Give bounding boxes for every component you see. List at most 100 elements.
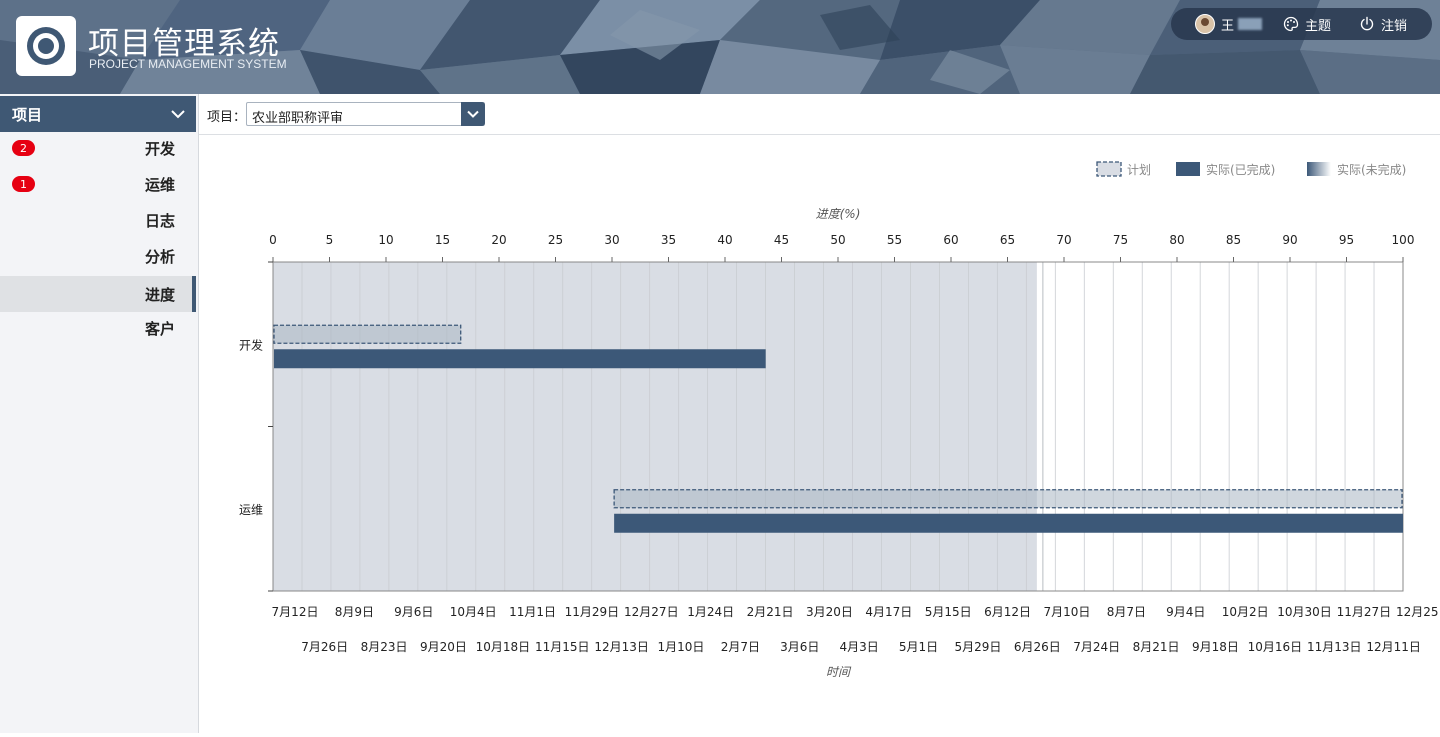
- top-axis-tick-label: 10: [378, 233, 393, 247]
- top-axis-tick-label: 35: [661, 233, 676, 247]
- top-axis-tick-label: 45: [774, 233, 789, 247]
- bottom-axis-tick-label-secondary: 3月6日: [780, 640, 819, 654]
- user-name: 王: [1221, 18, 1235, 34]
- elapsed-time-band: [273, 262, 1037, 591]
- sidebar-item-log[interactable]: 日志: [0, 202, 196, 238]
- bottom-axis-tick-label-secondary: 10月18日: [476, 640, 531, 654]
- sidebar-item-label: 进度: [144, 285, 175, 304]
- app-header: 项目管理系统 PROJECT MANAGEMENT SYSTEM 王 主题 注销: [0, 0, 1440, 94]
- toolbar: 项目： 农业部职称评审: [199, 94, 1440, 135]
- chart-legend: 计划 实际(已完成) 实际(未完成): [1096, 161, 1406, 177]
- bottom-axis-tick-label-secondary: 9月18日: [1192, 640, 1239, 654]
- sidebar-item-progress[interactable]: 进度: [0, 276, 196, 312]
- top-axis-tick-label: 25: [548, 233, 563, 247]
- target-logo-icon: [27, 27, 65, 65]
- bottom-axis-tick-label: 11月1日: [509, 605, 556, 619]
- top-axis-tick-label: 40: [717, 233, 732, 247]
- bottom-axis-tick-label-secondary: 12月11日: [1366, 640, 1421, 654]
- legend-label: 实际(未完成): [1337, 162, 1406, 177]
- sidebar-item-customers[interactable]: 客户: [0, 310, 196, 346]
- sidebar-item-analysis[interactable]: 分析: [0, 238, 196, 274]
- sidebar-item-label: 日志: [144, 211, 175, 230]
- top-axis-tick-label: 5: [326, 233, 334, 247]
- top-axis-tick-label: 60: [943, 233, 958, 247]
- bottom-axis-tick-label: 12月27日: [624, 605, 679, 619]
- bottom-axis-tick-label: 5月15日: [925, 605, 972, 619]
- sidebar-badge: 1: [12, 176, 35, 192]
- bottom-axis-tick-label-secondary: 11月13日: [1307, 640, 1362, 654]
- legend-swatch: [1176, 162, 1200, 176]
- theme-label: 主题: [1305, 18, 1332, 34]
- bottom-axis-tick-label-secondary: 7月26日: [301, 640, 348, 654]
- bottom-axis-label: 时间: [826, 665, 852, 679]
- category-label: 运维: [239, 503, 263, 517]
- sidebar-item-development[interactable]: 2 开发: [0, 130, 196, 166]
- bottom-axis-tick-label: 7月12日: [272, 605, 319, 619]
- project-select-toggle[interactable]: [461, 102, 485, 126]
- top-axis-tick-label: 100: [1392, 233, 1415, 247]
- bottom-axis-tick-label-secondary: 9月20日: [420, 640, 467, 654]
- project-select[interactable]: 农业部职称评审: [246, 102, 485, 126]
- bottom-axis-tick-label: 10月30日: [1277, 605, 1332, 619]
- user-profile[interactable]: 王: [1195, 8, 1263, 40]
- actual-done-bar: [274, 349, 766, 369]
- logout-button[interactable]: 注销: [1359, 8, 1407, 40]
- bottom-axis-tick-label: 9月6日: [394, 605, 433, 619]
- bottom-axis-tick-label: 10月4日: [450, 605, 497, 619]
- app-subtitle: PROJECT MANAGEMENT SYSTEM: [89, 57, 287, 71]
- top-axis-tick-label: 80: [1169, 233, 1184, 247]
- top-axis-tick-label: 90: [1282, 233, 1297, 247]
- bottom-axis-tick-label: 2月21日: [747, 605, 794, 619]
- bottom-axis-tick-label-secondary: 10月16日: [1248, 640, 1303, 654]
- bottom-axis-tick-label: 8月9日: [335, 605, 374, 619]
- legend-label: 计划: [1127, 163, 1151, 177]
- header-background: [0, 0, 1440, 94]
- palette-icon: [1283, 16, 1299, 32]
- top-axis-tick-label: 55: [887, 233, 902, 247]
- bottom-axis-tick-label: 12月25日: [1396, 605, 1440, 619]
- legend-swatch: [1096, 161, 1122, 177]
- user-name-redacted: [1238, 18, 1263, 30]
- bottom-axis-tick-label: 10月2日: [1222, 605, 1269, 619]
- top-axis-tick-label: 30: [604, 233, 619, 247]
- top-axis-tick-label: 0: [269, 233, 277, 247]
- user-bar: 王 主题 注销: [1171, 8, 1432, 40]
- top-axis-tick-label: 95: [1339, 233, 1354, 247]
- legend-swatch: [1307, 162, 1331, 176]
- top-axis-tick-label: 20: [491, 233, 506, 247]
- sidebar-badge: 2: [12, 140, 35, 156]
- top-axis-label: 进度(%): [816, 207, 861, 221]
- bottom-axis-tick-label: 11月29日: [565, 605, 620, 619]
- bottom-axis-tick-label: 11月27日: [1337, 605, 1392, 619]
- bottom-axis-tick-label: 7月10日: [1044, 605, 1091, 619]
- chevron-down-icon: [467, 110, 479, 118]
- top-axis-tick-label: 75: [1113, 233, 1128, 247]
- bottom-axis-tick-label: 1月24日: [687, 605, 734, 619]
- plot-area: 0 5 10 15 20 25 30 35 40 45 50 55 60 65 70 75 80 85 90 95 10…: [239, 233, 1440, 654]
- bottom-axis-tick-label-secondary: 1月10日: [658, 640, 705, 654]
- sidebar-item-label: 开发: [144, 139, 175, 158]
- plan-bar: [273, 324, 462, 344]
- bottom-axis-tick-label-secondary: 2月7日: [721, 640, 760, 654]
- bottom-axis-tick-label: 4月17日: [865, 605, 912, 619]
- sidebar-header-label: 项目: [12, 105, 43, 124]
- chevron-down-icon: [171, 110, 185, 119]
- power-icon: [1360, 16, 1374, 31]
- top-axis-tick-label: 50: [830, 233, 845, 247]
- bottom-axis-tick-label: 9月4日: [1166, 605, 1205, 619]
- sidebar-item-operations[interactable]: 1 运维: [0, 166, 196, 202]
- top-axis-tick-label: 15: [435, 233, 450, 247]
- bottom-axis-tick-label-secondary: 5月29日: [954, 640, 1001, 654]
- theme-button[interactable]: 主题: [1283, 8, 1331, 40]
- sidebar-item-label: 分析: [144, 247, 175, 266]
- legend-label: 实际(已完成): [1206, 162, 1275, 177]
- bottom-axis-tick-label: 3月20日: [806, 605, 853, 619]
- project-select-label: 项目：: [207, 110, 247, 125]
- sidebar-header-projects[interactable]: 项目: [0, 96, 196, 132]
- project-select-value: 农业部职称评审: [252, 111, 344, 126]
- bottom-axis-tick-label-secondary: 7月24日: [1073, 640, 1120, 654]
- bottom-axis-tick-label: 6月12日: [984, 605, 1031, 619]
- top-axis-tick-label: 85: [1226, 233, 1241, 247]
